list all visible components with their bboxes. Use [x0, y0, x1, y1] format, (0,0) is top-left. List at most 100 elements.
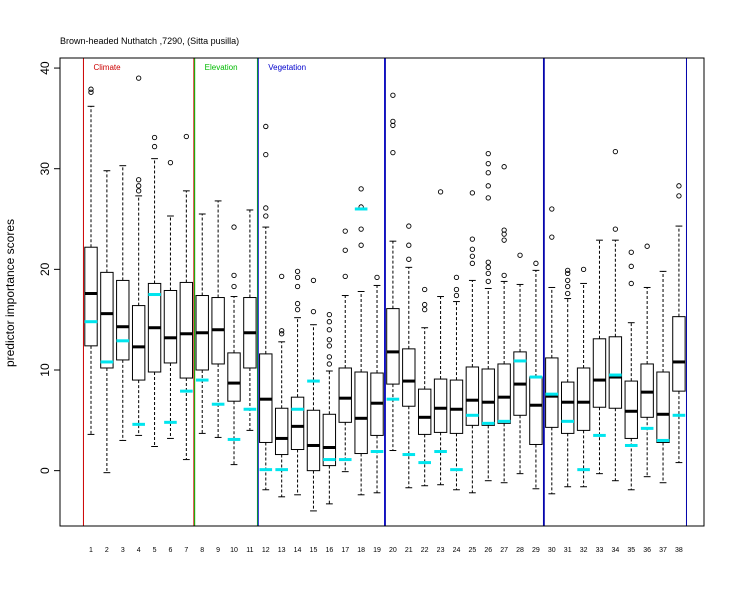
box-12	[259, 123, 273, 491]
outlier-point	[310, 277, 317, 284]
box-22	[417, 286, 432, 487]
x-tick-label: 38	[675, 547, 683, 554]
box-body	[481, 368, 495, 426]
outlier-point	[263, 151, 269, 158]
box-17	[338, 228, 352, 473]
outlier-point	[231, 272, 237, 279]
x-tick-label: 9	[216, 547, 220, 554]
outlier-point	[501, 272, 507, 279]
box-34	[608, 148, 623, 482]
outlier-point	[485, 259, 491, 265]
box-body	[274, 407, 289, 456]
box-body	[576, 367, 591, 431]
x-tick-label: 19	[373, 547, 381, 554]
outlier-point	[612, 148, 619, 155]
box-19	[370, 274, 384, 494]
outlier-point	[565, 283, 571, 290]
outlier-point	[469, 253, 476, 259]
box-body	[608, 336, 623, 409]
box-body	[529, 376, 543, 445]
outlier-point	[279, 331, 285, 337]
y-tick-label: 30	[38, 162, 52, 176]
box-8	[195, 213, 209, 434]
box-33	[592, 239, 607, 475]
x-tick-label: 34	[611, 547, 619, 554]
y-tick-label: 0	[38, 467, 52, 474]
outlier-point	[549, 234, 555, 240]
box-body	[497, 363, 511, 424]
box-28	[513, 252, 527, 475]
box-5	[147, 134, 162, 447]
outlier-point	[485, 195, 491, 201]
outlier-point	[231, 224, 237, 230]
outlier-point	[136, 177, 142, 183]
group-label: Elevation	[205, 63, 238, 72]
box-body	[640, 363, 654, 418]
box-body	[290, 396, 305, 451]
box-9	[211, 200, 225, 438]
x-tick-label: 14	[294, 547, 302, 554]
outlier-point	[501, 227, 507, 233]
outlier-point	[565, 277, 571, 284]
x-tick-label: 6	[168, 547, 172, 554]
outlier-point	[358, 186, 364, 192]
outlier-point	[422, 286, 428, 293]
box-14	[290, 268, 305, 496]
x-tick-label: 24	[453, 547, 461, 554]
outlier-point	[422, 306, 428, 313]
box-body	[417, 388, 432, 435]
outlier-point	[580, 266, 587, 273]
outlier-point	[374, 274, 380, 281]
outlier-point	[501, 237, 507, 243]
x-tick-label: 20	[389, 547, 397, 554]
outlier-point	[644, 243, 650, 249]
outlier-point	[294, 268, 301, 275]
outlier-point	[565, 290, 571, 297]
outlier-point	[88, 89, 94, 95]
y-axis-label: predictor importance scores	[3, 219, 17, 367]
box-10	[227, 224, 241, 466]
outlier-point	[326, 311, 332, 318]
box-23	[433, 189, 448, 486]
outlier-point	[326, 337, 332, 343]
box-body	[306, 409, 321, 472]
x-tick-label: 21	[405, 547, 413, 554]
box-30	[545, 206, 559, 495]
box-body	[402, 348, 416, 407]
box-body	[656, 371, 670, 443]
outlier-point	[612, 226, 619, 232]
boxes-layer	[84, 75, 686, 512]
box-36	[640, 243, 654, 478]
x-tick-label: 33	[596, 547, 604, 554]
x-tick-label: 3	[121, 547, 125, 554]
outlier-point	[469, 190, 476, 196]
outlier-point	[88, 86, 94, 92]
x-tick-label: 27	[500, 547, 508, 554]
x-tick-label: 7	[184, 547, 188, 554]
x-tick-label: 17	[341, 547, 349, 554]
box-body	[386, 308, 400, 385]
x-tick-label: 4	[137, 547, 141, 554]
outlier-point	[390, 118, 396, 125]
y-tick-label: 40	[38, 61, 52, 75]
outlier-point	[294, 283, 301, 290]
outlier-point	[326, 327, 332, 333]
box-24	[449, 274, 464, 491]
box-body	[116, 279, 130, 361]
outlier-point	[485, 264, 491, 270]
x-tick-label: 22	[421, 547, 429, 554]
outlier-point	[390, 149, 396, 156]
group-frame	[257, 57, 386, 527]
x-tick-label: 18	[357, 547, 365, 554]
outlier-point	[358, 242, 364, 248]
outlier-point	[437, 189, 444, 195]
outlier-point	[485, 183, 491, 189]
outlier-point	[342, 228, 348, 234]
outlier-point	[565, 267, 571, 274]
outlier-point	[406, 256, 412, 262]
x-tick-label: 37	[659, 547, 667, 554]
box-18	[354, 186, 368, 496]
x-tick-label: 28	[516, 547, 524, 554]
box-16	[322, 311, 337, 505]
box-4	[131, 75, 146, 436]
